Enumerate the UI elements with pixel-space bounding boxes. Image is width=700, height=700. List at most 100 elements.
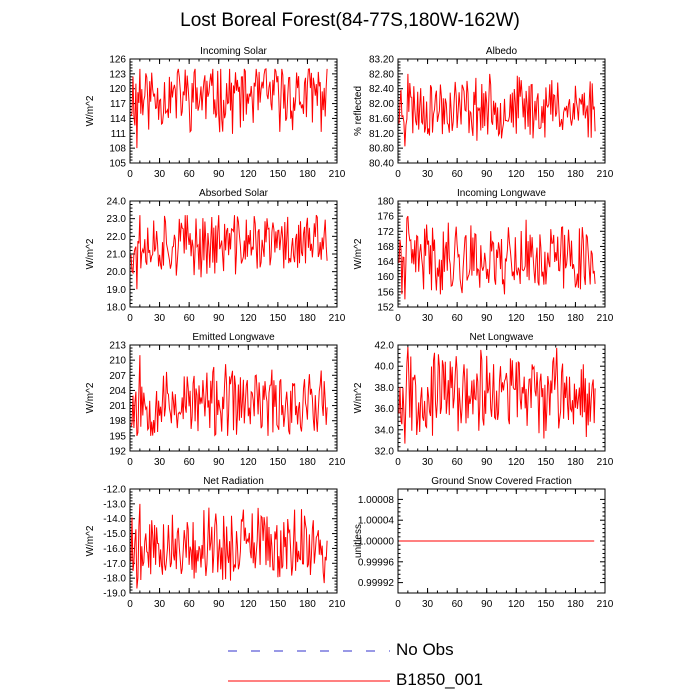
series-line-b1850_001 — [130, 503, 328, 589]
y-tick-label: 126 — [109, 55, 126, 66]
y-tick-label: 40.0 — [375, 362, 395, 373]
y-tick-label: 0.99996 — [358, 557, 395, 568]
panel-emitted-longwave: Emitted Longwave W/m^2 0 30 60 90 120 150 180 210… — [85, 332, 346, 468]
y-tick-label: 1.00004 — [358, 516, 395, 527]
panel-net-longwave: Net Longwave W/m^2 0 30 60 90 120 150 180 210 32.0… — [353, 332, 614, 468]
y-tick-label: 1.00008 — [358, 495, 395, 506]
y-tick-label: -17.0 — [103, 559, 126, 570]
x-tick-label: 150 — [270, 599, 287, 610]
x-tick-label: 90 — [481, 457, 493, 468]
x-tick-label: 180 — [567, 457, 584, 468]
x-tick-label: 210 — [329, 313, 346, 324]
panel-absorbed-solar: Absorbed Solar W/m^2 0 30 60 90 120 150 180 210 18… — [85, 188, 346, 324]
y-axis-label: W/m^2 — [85, 95, 96, 126]
x-tick-label: 60 — [452, 313, 464, 324]
panel-ground-snow-covered-fraction: Ground Snow Covered Fraction unitless 0 30 6… — [353, 476, 614, 610]
y-tick-label: 82.40 — [369, 84, 394, 95]
panel-title: Ground Snow Covered Fraction — [431, 476, 572, 487]
x-tick-label: 210 — [329, 169, 346, 180]
y-tick-label: 81.60 — [369, 114, 394, 125]
x-tick-label: 150 — [270, 169, 287, 180]
y-tick-label: 81.20 — [369, 129, 394, 140]
x-tick-label: 30 — [422, 599, 434, 610]
y-tick-label: 195 — [109, 431, 126, 442]
x-tick-label: 120 — [508, 169, 525, 180]
x-tick-label: 0 — [127, 313, 133, 324]
x-tick-label: 0 — [395, 599, 401, 610]
x-tick-label: 30 — [422, 169, 434, 180]
y-tick-label: 23.0 — [107, 214, 127, 225]
y-tick-label: -12.0 — [103, 485, 126, 496]
x-tick-label: 90 — [213, 169, 225, 180]
x-tick-label: 210 — [329, 599, 346, 610]
x-tick-label: 30 — [154, 313, 166, 324]
y-tick-label: 152 — [377, 303, 394, 314]
y-axis-label: % reflected — [353, 86, 364, 136]
x-tick-label: 180 — [567, 313, 584, 324]
y-axis-label: unitless — [353, 524, 364, 558]
series-line-b1850_001 — [398, 347, 596, 444]
y-tick-label: 38.0 — [375, 383, 395, 394]
y-axis-label: W/m^2 — [85, 382, 96, 413]
y-tick-label: 19.0 — [107, 285, 127, 296]
y-tick-label: 36.0 — [375, 404, 395, 415]
x-tick-label: 30 — [154, 169, 166, 180]
x-tick-label: 210 — [597, 169, 614, 180]
y-tick-label: -16.0 — [103, 544, 126, 555]
y-tick-label: 18.0 — [107, 303, 127, 314]
y-tick-label: 80.80 — [369, 144, 394, 155]
x-tick-label: 60 — [452, 169, 464, 180]
x-tick-label: 60 — [184, 313, 196, 324]
x-tick-label: 150 — [270, 457, 287, 468]
x-tick-label: 90 — [481, 313, 493, 324]
x-tick-label: 210 — [597, 313, 614, 324]
y-tick-label: 111 — [111, 129, 127, 140]
y-tick-label: 201 — [109, 401, 126, 412]
y-tick-label: -14.0 — [103, 514, 126, 525]
y-tick-label: 160 — [377, 272, 394, 283]
plot-frame — [397, 58, 606, 164]
y-tick-label: 1.00000 — [358, 537, 395, 548]
x-tick-label: 90 — [213, 313, 225, 324]
x-tick-label: 120 — [508, 313, 525, 324]
x-tick-label: 180 — [299, 457, 316, 468]
y-axis-label: W/m^2 — [85, 525, 96, 556]
panel-title: Incoming Longwave — [457, 188, 546, 199]
series-line-b1850_001 — [130, 214, 328, 290]
x-tick-label: 30 — [154, 599, 166, 610]
series-line-b1850_001 — [398, 73, 596, 147]
y-tick-label: 192 — [109, 447, 126, 458]
x-tick-label: 60 — [184, 169, 196, 180]
x-tick-label: 0 — [395, 457, 401, 468]
x-tick-label: 150 — [538, 313, 555, 324]
x-tick-label: 0 — [395, 169, 401, 180]
y-tick-label: 180 — [377, 197, 394, 208]
y-tick-label: 120 — [109, 84, 126, 95]
x-tick-label: 150 — [538, 169, 555, 180]
panel-incoming-solar: Incoming Solar W/m^2 0 30 60 90 120 150 180 210 10… — [85, 46, 346, 180]
legend-label-b1850: B1850_001 — [396, 670, 483, 689]
x-tick-label: 90 — [213, 457, 225, 468]
y-tick-label: 156 — [377, 287, 394, 298]
x-tick-label: 60 — [452, 457, 464, 468]
x-tick-label: 30 — [422, 457, 434, 468]
plot-frame — [397, 344, 606, 452]
series-line-b1850_001 — [398, 215, 596, 300]
y-tick-label: 213 — [109, 341, 126, 352]
y-axis-label: W/m^2 — [353, 382, 364, 413]
y-tick-label: 114 — [110, 114, 126, 125]
y-tick-label: 82.00 — [369, 99, 394, 110]
x-tick-label: 90 — [481, 169, 493, 180]
x-tick-label: 90 — [481, 599, 493, 610]
x-tick-label: 120 — [240, 457, 257, 468]
x-tick-label: 0 — [395, 313, 401, 324]
panel-net-radiation: Net Radiation W/m^2 0 30 60 90 120 150 180 210 -19… — [85, 476, 346, 610]
x-tick-label: 60 — [184, 457, 196, 468]
panel-title: Net Radiation — [203, 476, 264, 487]
x-tick-label: 0 — [127, 599, 133, 610]
x-tick-label: 0 — [127, 457, 133, 468]
x-tick-label: 210 — [329, 457, 346, 468]
plot-frame — [129, 344, 338, 452]
x-tick-label: 180 — [299, 169, 316, 180]
y-tick-label: 172 — [377, 227, 394, 238]
